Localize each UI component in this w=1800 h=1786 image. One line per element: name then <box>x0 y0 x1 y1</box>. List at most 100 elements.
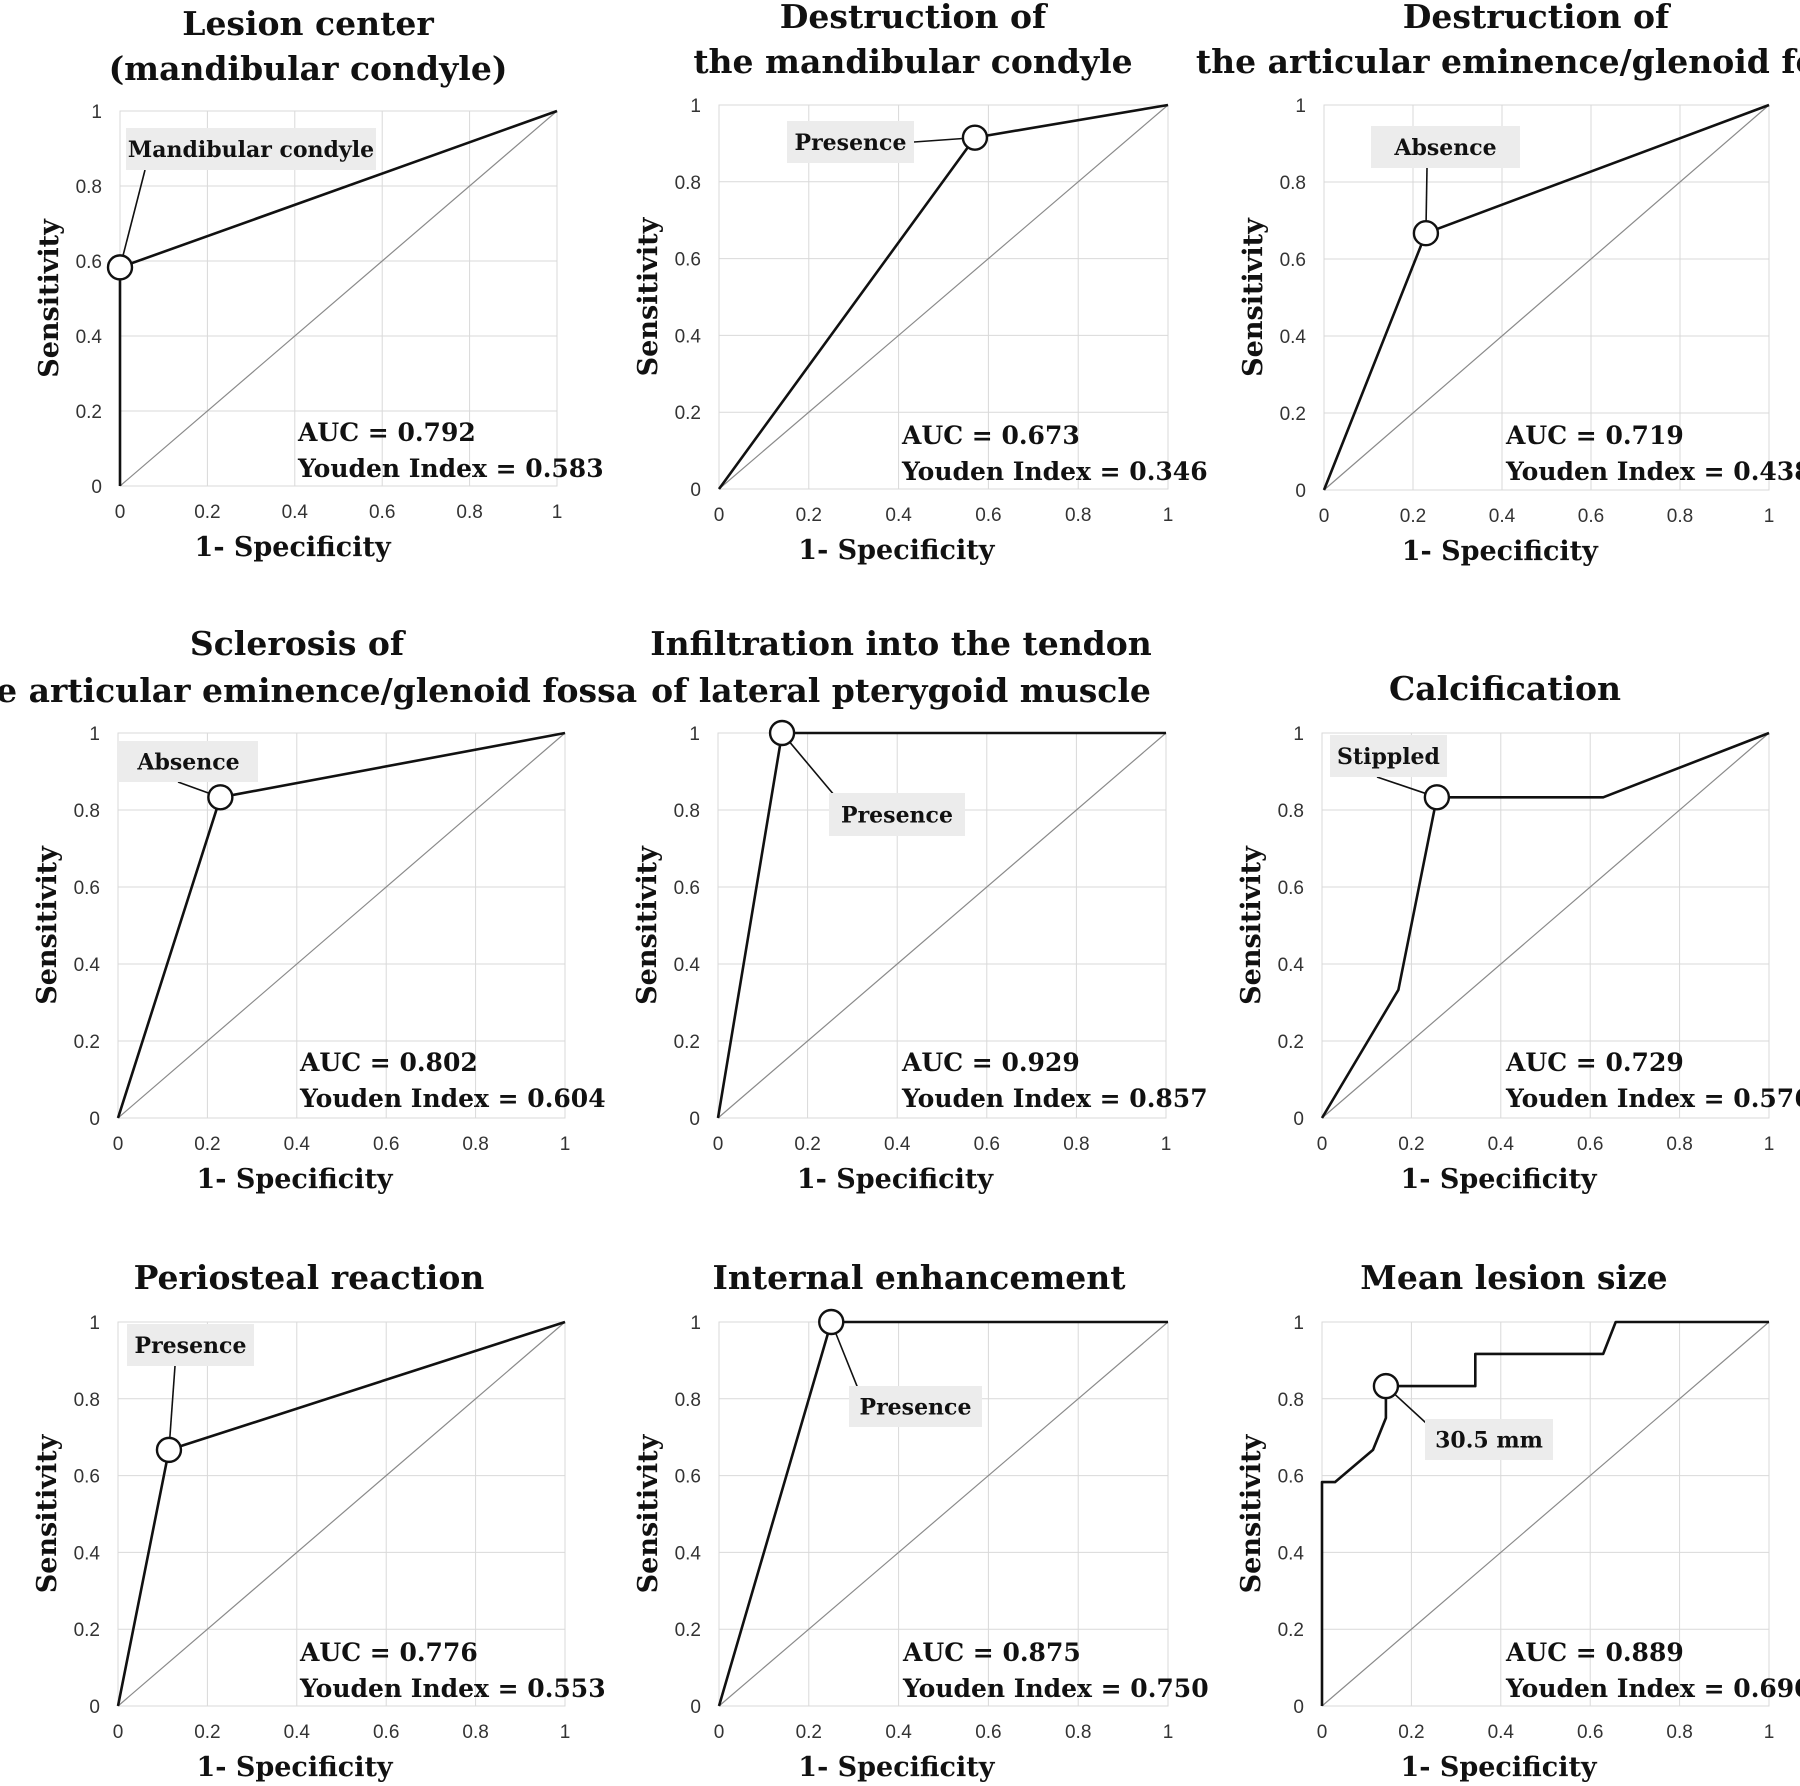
youden-index-text: Youden Index = 0.750 <box>902 1674 1209 1703</box>
y-tick-label: 0.2 <box>76 402 102 423</box>
y-tick-label: 0.4 <box>1280 327 1307 348</box>
roc-panel-6: 0 0.2 0.4 0.6 0.8 1 0 0.2 0.4 0.6 0.8 1 1- Specifici… <box>1236 669 1800 1195</box>
auc-value-text: AUC = 0.929 <box>901 1048 1080 1077</box>
y-tick-label: 0.4 <box>74 955 101 976</box>
chart-title: Mean lesion size <box>1360 1258 1667 1297</box>
y-tick-label: 0.8 <box>74 801 100 822</box>
x-tick-label: 1 <box>1161 1134 1172 1155</box>
youden-index-text: Youden Index = 0.690 <box>1505 1674 1800 1703</box>
x-tick-label: 0.8 <box>1667 506 1693 527</box>
x-tick-label: 0.6 <box>369 502 395 523</box>
callout-label-box <box>829 793 965 836</box>
y-tick-label: 0 <box>1293 1109 1304 1130</box>
y-tick-label: 1 <box>690 1313 701 1334</box>
x-tick-label: 0.6 <box>1577 1134 1603 1155</box>
y-tick-label: 0.6 <box>74 1467 100 1488</box>
y-tick-label: 0.4 <box>76 327 103 348</box>
callout-leader-line <box>1425 167 1428 222</box>
x-axis-label: 1- Specificity <box>1400 1752 1597 1783</box>
x-tick-label: 0.2 <box>194 1722 220 1743</box>
x-tick-label: 1 <box>1764 506 1775 527</box>
auc-value-text: AUC = 0.673 <box>901 421 1080 450</box>
y-axis-label: Sensitivity <box>32 845 63 1005</box>
y-tick-label: 0.2 <box>674 1032 700 1053</box>
y-tick-label: 0.4 <box>675 1543 702 1564</box>
y-tick-label: 0.2 <box>74 1620 100 1641</box>
y-tick-label: 1 <box>690 96 701 117</box>
x-tick-label: 0.2 <box>1398 1134 1424 1155</box>
x-tick-label: 0.4 <box>885 1722 912 1743</box>
y-tick-label: 0.6 <box>1280 250 1306 271</box>
plot-frame <box>1323 104 1770 491</box>
x-tick-label: 0 <box>113 1134 124 1155</box>
cutoff-callout-label: Absence <box>136 750 239 776</box>
chart-title: Destruction of <box>780 0 1048 36</box>
y-axis-label: Sensitivity <box>32 1433 63 1593</box>
y-tick-label: 0 <box>690 480 701 501</box>
roc-panel-8: 0 0.2 0.4 0.6 0.8 1 0 0.2 0.4 0.6 0.8 1 1- Specifici… <box>633 1258 1209 1783</box>
y-tick-label: 0.2 <box>675 1620 701 1641</box>
y-tick-label: 1 <box>1295 96 1306 117</box>
x-tick-label: 0.2 <box>194 502 220 523</box>
y-tick-label: 0 <box>91 477 102 498</box>
callout-label-box <box>1371 126 1520 168</box>
y-tick-label: 0.4 <box>675 326 702 347</box>
y-tick-label: 0.6 <box>675 250 701 271</box>
x-tick-label: 1 <box>560 1722 571 1743</box>
y-tick-label: 0.2 <box>1280 404 1306 425</box>
y-axis-label: Sensitivity <box>633 216 664 376</box>
x-axis-label: 1- Specificity <box>798 1752 995 1783</box>
callout-leader-line <box>913 137 964 143</box>
x-tick-label: 0.2 <box>194 1134 220 1155</box>
chart-title: the articular eminence/glenoid fossa <box>1196 42 1800 81</box>
y-tick-label: 0.6 <box>76 252 102 273</box>
x-tick-label: 0.6 <box>975 505 1001 526</box>
y-tick-label: 0.8 <box>1278 801 1304 822</box>
x-tick-label: 0 <box>1317 1134 1328 1155</box>
chart-title: (mandibular condyle) <box>109 49 508 88</box>
reference-diagonal <box>1323 104 1770 491</box>
cutoff-point-marker <box>155 1436 183 1464</box>
roc-panel-2: 0 0.2 0.4 0.6 0.8 1 0 0.2 0.4 0.6 0.8 1 1- Specifici… <box>633 0 1208 566</box>
x-tick-label: 0.6 <box>373 1722 399 1743</box>
x-tick-label: 1 <box>552 502 563 523</box>
auc-value-text: AUC = 0.776 <box>299 1638 478 1667</box>
reference-diagonal <box>117 732 566 1119</box>
y-tick-label: 0.4 <box>1278 955 1305 976</box>
x-tick-label: 0.8 <box>1065 1722 1091 1743</box>
x-tick-label: 0.6 <box>975 1722 1001 1743</box>
y-axis-label: Sensitivity <box>632 845 663 1005</box>
y-tick-label: 0.8 <box>675 173 701 194</box>
x-tick-label: 0.2 <box>796 505 822 526</box>
callout-leader-line <box>177 781 210 794</box>
cutoff-point-marker <box>106 254 134 281</box>
x-tick-label: 0.4 <box>1488 1134 1515 1155</box>
callout-label-box <box>849 1386 982 1427</box>
x-tick-label: 0.4 <box>885 505 912 526</box>
y-axis-label: Sensitivity <box>1236 1433 1267 1593</box>
roc-panel-5: 0 0.2 0.4 0.6 0.8 1 0 0.2 0.4 0.6 0.8 1 1- Specifici… <box>632 624 1208 1195</box>
cutoff-callout-label: Absence <box>1393 135 1496 161</box>
roc-panel-7: 0 0.2 0.4 0.6 0.8 1 0 0.2 0.4 0.6 0.8 1 1- Specifici… <box>32 1258 606 1783</box>
y-tick-label: 0.2 <box>675 403 701 424</box>
cutoff-callout-label: 30.5 mm <box>1435 1428 1543 1454</box>
cutoff-callout-label: Stippled <box>1337 744 1440 770</box>
y-tick-label: 0.6 <box>74 878 100 899</box>
y-tick-label: 0.4 <box>74 1543 101 1564</box>
x-tick-label: 0 <box>115 502 126 523</box>
cutoff-point-marker <box>1412 220 1440 247</box>
y-tick-label: 0.8 <box>74 1390 100 1411</box>
x-axis-label: 1- Specificity <box>1402 536 1599 567</box>
y-axis-label: Sensitivity <box>34 218 65 378</box>
roc-panel-3: 0 0.2 0.4 0.6 0.8 1 0 0.2 0.4 0.6 0.8 1 1- Specifici… <box>1196 0 1800 567</box>
y-tick-label: 0.8 <box>675 1390 701 1411</box>
y-tick-label: 1 <box>89 1313 100 1334</box>
roc-panel-4: 0 0.2 0.4 0.6 0.8 1 0 0.2 0.4 0.6 0.8 1 1- Specifici… <box>0 624 637 1195</box>
y-tick-label: 0 <box>89 1109 100 1130</box>
x-axis-label: 1- Specificity <box>196 1752 393 1783</box>
y-tick-label: 0 <box>1295 481 1306 502</box>
x-tick-label: 0.4 <box>884 1134 911 1155</box>
y-tick-label: 0.6 <box>1278 1467 1304 1488</box>
y-tick-label: 0.2 <box>74 1032 100 1053</box>
